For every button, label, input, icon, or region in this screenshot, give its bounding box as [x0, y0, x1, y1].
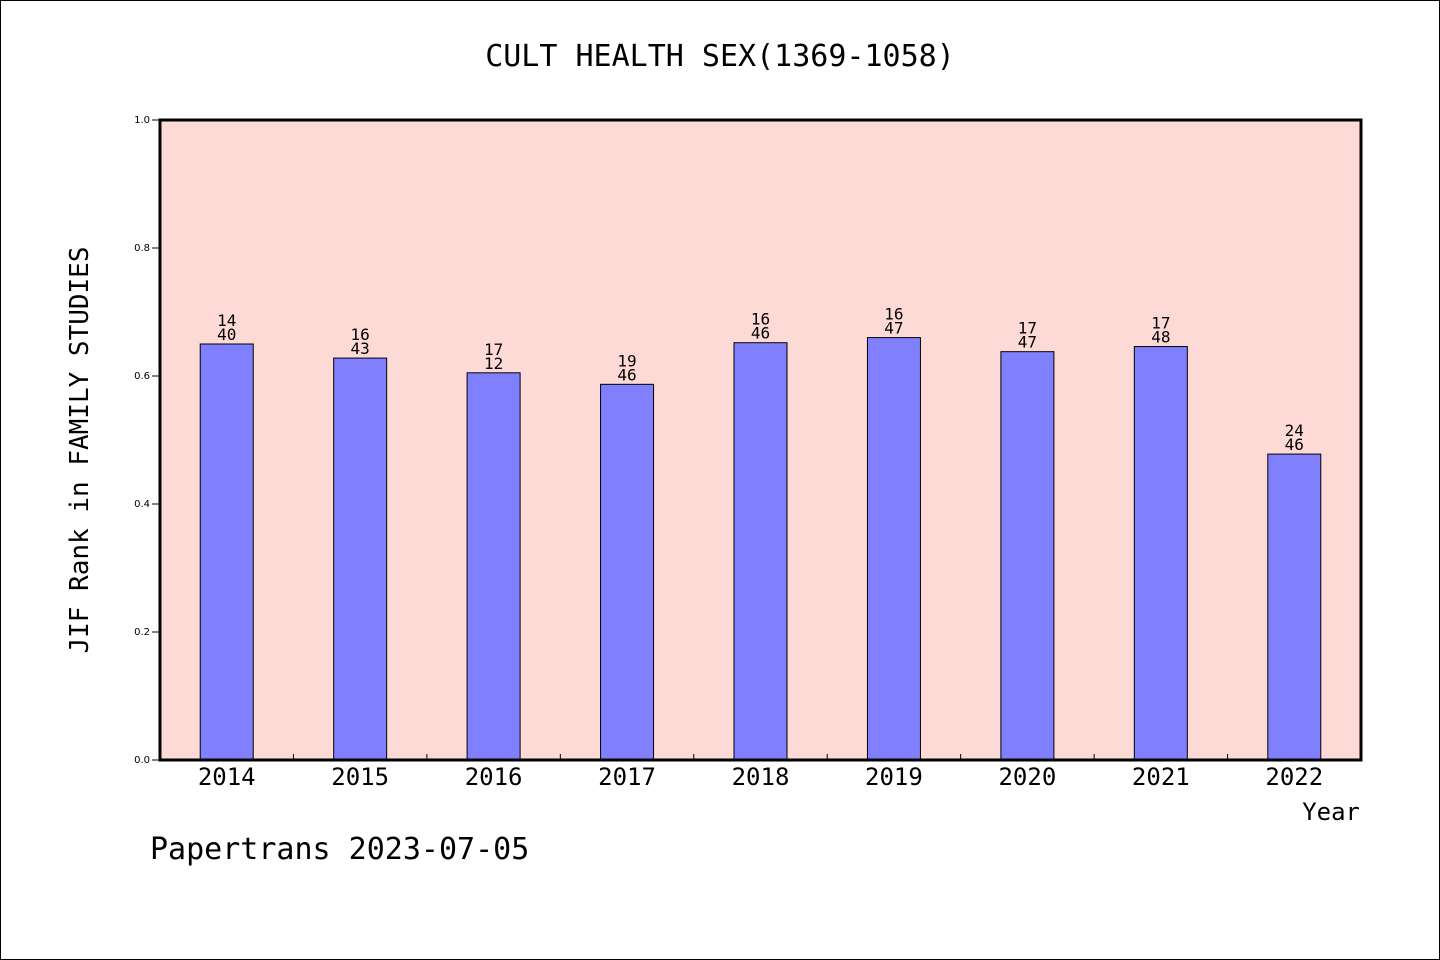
- plot-border: [158, 118, 1363, 762]
- y-tick-label: 0.6: [134, 371, 150, 382]
- x-tick-label: 2022: [1265, 763, 1323, 791]
- bar-2016: [466, 372, 521, 761]
- bar-annotation-2016: 17: [484, 340, 503, 359]
- bar-annotation-2018: 16: [751, 310, 770, 329]
- x-tick-label: 2014: [198, 763, 256, 791]
- y-tick-label: 0.8: [134, 243, 150, 254]
- x-tick-label: 2021: [1132, 763, 1190, 791]
- y-tick-label: 0.2: [134, 627, 150, 638]
- bar-2014: [199, 343, 254, 761]
- bar-2021: [1133, 346, 1188, 761]
- bar-annotation-2015: 16: [351, 325, 370, 344]
- bar-2022: [1267, 453, 1322, 761]
- bar-annotation-2021: 17: [1151, 314, 1170, 333]
- x-tick-label: 2016: [465, 763, 523, 791]
- bar-2017: [600, 383, 655, 761]
- x-axis-label: Year: [1302, 798, 1360, 826]
- bar-2020: [1000, 351, 1055, 761]
- x-tick-label: 2018: [732, 763, 790, 791]
- bar-annotation-2020: 17: [1018, 319, 1037, 338]
- y-axis: 0.0 0.2 0.4 0.6 0.8 1.0: [134, 115, 160, 766]
- bar-2018: [733, 342, 788, 761]
- chart-title: CULT HEALTH SEX(1369-1058): [485, 39, 955, 74]
- bar-annotation-2021: 48: [1151, 328, 1170, 347]
- bar-annotation-2022: 24: [1285, 421, 1304, 440]
- x-tick-label: 2015: [331, 763, 389, 791]
- y-axis-label: JIF Rank in FAMILY STUDIES: [65, 247, 95, 654]
- bar-annotation-2014: 40: [217, 325, 236, 344]
- y-tick-label: 0.0: [134, 755, 150, 766]
- x-tick-label: 2020: [998, 763, 1056, 791]
- bar-annotation-2018: 46: [751, 324, 770, 343]
- bar-annotation-2020: 47: [1018, 333, 1037, 352]
- bar-2019: [866, 337, 921, 761]
- bar-annotation-2017: 46: [617, 365, 636, 384]
- bar-annotation-2017: 19: [617, 351, 636, 370]
- x-tick-label: 2019: [865, 763, 923, 791]
- bar-annotation-2014: 14: [217, 311, 236, 330]
- bar-annotation-2019: 47: [884, 319, 903, 338]
- x-axis: 2014 2015 2016 2017 2018 2019 2020 2021 2022: [198, 754, 1323, 791]
- bar-annotation-2016: 12: [484, 354, 503, 373]
- bar-annotation-2015: 43: [351, 339, 370, 358]
- bar-annotation-2019: 16: [884, 305, 903, 324]
- footer-credit: Papertrans 2023-07-05: [150, 832, 530, 867]
- bar-2015: [333, 357, 388, 761]
- bar-annotation-2022: 46: [1285, 435, 1304, 454]
- y-tick-label: 0.4: [134, 499, 150, 510]
- x-tick-label: 2017: [598, 763, 656, 791]
- y-tick-label: 1.0: [134, 115, 150, 126]
- bars-group: [199, 337, 1322, 761]
